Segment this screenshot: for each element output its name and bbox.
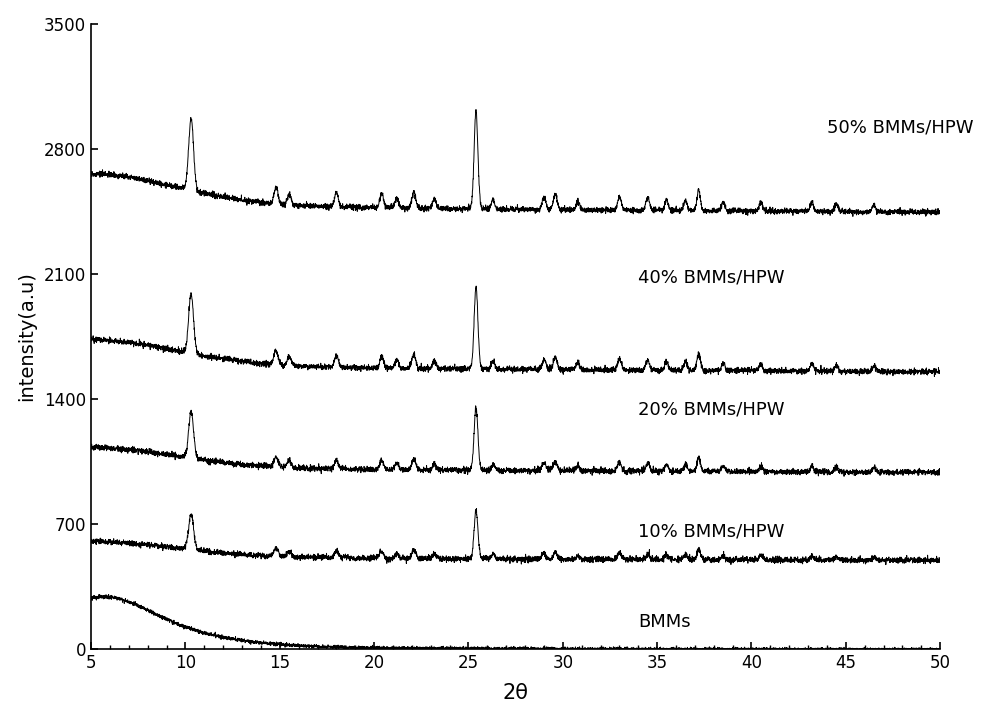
- Text: BMMs: BMMs: [638, 613, 691, 631]
- Text: 40% BMMs/HPW: 40% BMMs/HPW: [638, 269, 785, 287]
- Text: 50% BMMs/HPW: 50% BMMs/HPW: [827, 118, 973, 136]
- Text: 10% BMMs/HPW: 10% BMMs/HPW: [638, 523, 785, 541]
- Y-axis label: intensity(a.u): intensity(a.u): [17, 271, 36, 402]
- Text: 20% BMMs/HPW: 20% BMMs/HPW: [638, 401, 785, 419]
- X-axis label: 2θ: 2θ: [503, 683, 529, 703]
